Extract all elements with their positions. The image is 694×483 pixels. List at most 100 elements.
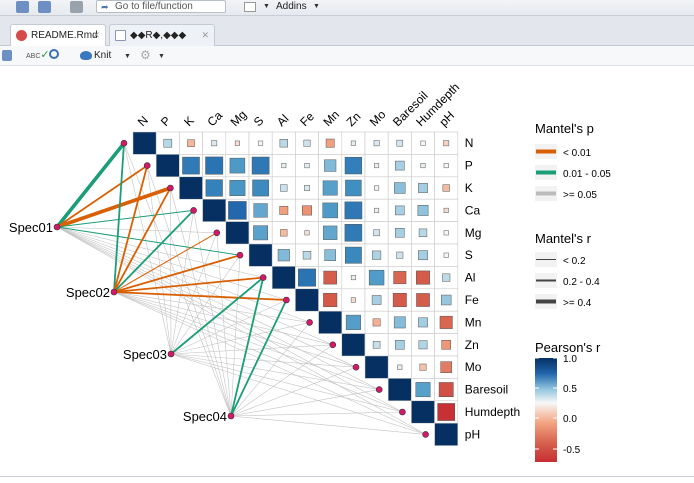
mantel-link-Spec02-N bbox=[113, 143, 125, 293]
variable-anchor-S bbox=[236, 251, 244, 259]
close-icon[interactable]: ✕ bbox=[92, 30, 100, 40]
save-icon[interactable] bbox=[2, 50, 12, 61]
heatmap-cell-K-pH bbox=[434, 176, 459, 200]
addins-menu[interactable]: Addins bbox=[276, 1, 307, 12]
mantel-link-Spec02-Ca bbox=[113, 209, 195, 293]
chevron-down-icon[interactable]: ▼ bbox=[263, 3, 270, 10]
chevron-down-icon[interactable]: ▼ bbox=[158, 53, 165, 60]
mantel-link-Spec01-Zn bbox=[56, 226, 333, 346]
heatmap-cell-P-S bbox=[248, 154, 273, 178]
tab-readme[interactable]: README.Rmd ✕ bbox=[10, 24, 106, 46]
save-all-icon[interactable] bbox=[38, 1, 51, 13]
heatmap-cell-Humdepth-Humdepth bbox=[411, 400, 435, 424]
mantel-link-Spec03-Fe bbox=[170, 299, 287, 355]
heatmap-cell-Al-Baresoil bbox=[387, 266, 412, 290]
mantel-link-Spec04-Baresoil bbox=[230, 389, 380, 417]
knit-icon[interactable] bbox=[80, 51, 92, 60]
goto-file-input[interactable]: ➦ Go to file/function bbox=[96, 0, 226, 13]
heatmap-cell-N-Mo bbox=[364, 131, 389, 155]
heatmap-cell-K-Mg bbox=[225, 176, 250, 200]
heatmap-cell-S-Al bbox=[271, 243, 296, 267]
heatmap-cell-Al-Mo bbox=[364, 266, 389, 290]
goto-placeholder: Go to file/function bbox=[115, 1, 193, 12]
variable-anchor-Al bbox=[259, 274, 267, 281]
grid-icon[interactable] bbox=[244, 2, 256, 12]
no-entry-icon bbox=[16, 30, 27, 41]
heatmap-cell-P-Fe bbox=[295, 154, 319, 178]
mantel-link-Spec04-Ca bbox=[193, 210, 232, 417]
goto-arrow-icon: ➦ bbox=[101, 2, 109, 12]
heatmap-cell-N-N bbox=[132, 131, 157, 155]
species-node-Spec03 bbox=[167, 350, 175, 358]
mantel-link-Spec01-Humdepth bbox=[56, 226, 403, 413]
mantel-link-Spec03-Mo bbox=[170, 353, 357, 368]
save-icon[interactable] bbox=[16, 1, 29, 13]
mantel-link-Spec01-Ca bbox=[56, 209, 194, 228]
legend-pearson: Pearson's r 1.0 0.5 0.0 -0.5 bbox=[535, 340, 601, 462]
heatmap-cell-N-S bbox=[248, 131, 273, 155]
heatmap-cell-Mg-S bbox=[248, 221, 273, 245]
heatmap-cell-Ca-Ca bbox=[202, 198, 227, 222]
heatmap-cell-K-K bbox=[179, 176, 203, 200]
heatmap-cell-Ca-Mn bbox=[318, 198, 343, 222]
gear-icon[interactable]: ⚙ bbox=[140, 48, 151, 62]
heatmap-cell-K-Zn bbox=[341, 176, 366, 200]
pane-divider bbox=[0, 476, 694, 477]
column-label-K: K bbox=[181, 114, 197, 130]
row-label-Mo: Mo bbox=[465, 360, 482, 374]
colorbar-tick-label: 0.0 bbox=[563, 414, 577, 425]
row-label-Ca: Ca bbox=[465, 203, 481, 217]
heatmap-cell-S-Zn bbox=[341, 243, 366, 267]
mantel-link-Spec03-K bbox=[170, 187, 172, 355]
heatmap-cell-Fe-Mn bbox=[318, 288, 343, 312]
mantel-link-Spec04-Al bbox=[230, 277, 265, 417]
heatmap-cell-Ca-Mo bbox=[364, 198, 389, 222]
heatmap-cell-Mo-Mo bbox=[364, 355, 389, 379]
spellcheck-label: ABC bbox=[26, 53, 41, 60]
heatmap-cell-K-Fe bbox=[295, 176, 319, 200]
mantel-link-Spec01-S bbox=[56, 226, 241, 256]
heatmap-cell-N-P bbox=[155, 131, 180, 155]
chevron-down-icon[interactable]: ▼ bbox=[124, 53, 131, 60]
heatmap-cell-P-Humdepth bbox=[411, 154, 435, 178]
mantel-link-Spec04-Humdepth bbox=[230, 411, 403, 417]
knit-button[interactable]: Knit bbox=[94, 50, 112, 61]
mantel-link-Spec04-Mo bbox=[230, 366, 357, 417]
print-icon[interactable] bbox=[70, 1, 83, 13]
mantel-link-Spec03-Zn bbox=[170, 344, 333, 355]
heatmap-cell-Ca-Baresoil bbox=[387, 198, 412, 222]
heatmap-cell-N-pH bbox=[434, 131, 459, 155]
heatmap-cell-Baresoil-Baresoil bbox=[387, 378, 412, 402]
heatmap-cell-Zn-Zn bbox=[341, 333, 366, 357]
heatmap-cell-N-Mn bbox=[318, 131, 343, 155]
legend-label: >= 0.05 bbox=[563, 190, 597, 201]
row-label-K: K bbox=[465, 181, 473, 195]
spellcheck-icon[interactable]: ABC✓ bbox=[26, 49, 50, 61]
row-label-Zn: Zn bbox=[465, 338, 479, 352]
heatmap-cell-Zn-pH bbox=[434, 333, 459, 357]
heatmap-cell-Ca-Fe bbox=[295, 198, 319, 222]
mantel-link-Spec03-pH bbox=[170, 353, 426, 435]
heatmap-cell-K-Mn bbox=[318, 176, 343, 200]
species-label-Spec02: Spec02 bbox=[66, 285, 110, 300]
heatmap-cell-Fe-pH bbox=[434, 288, 459, 312]
editor-tabbar: README.Rmd ✕ ◆◆R◆,◆◆◆ ✕ bbox=[0, 16, 694, 46]
column-label-Al: Al bbox=[274, 112, 291, 129]
heatmap-cell-P-Zn bbox=[341, 154, 366, 178]
heatmap-cell-S-Mn bbox=[318, 243, 343, 267]
colorbar-tick-label: -0.5 bbox=[563, 445, 581, 456]
variable-anchor-Zn bbox=[329, 341, 337, 349]
search-icon[interactable] bbox=[49, 49, 59, 59]
variable-anchor-Mo bbox=[352, 363, 360, 371]
close-icon[interactable]: ✕ bbox=[201, 30, 209, 40]
heatmap-cell-N-Ca bbox=[202, 131, 227, 155]
variable-anchor-P bbox=[143, 162, 151, 169]
heatmap-cell-S-Humdepth bbox=[411, 243, 435, 267]
chevron-down-icon[interactable]: ▼ bbox=[313, 3, 320, 10]
heatmap-cell-Fe-Zn bbox=[341, 288, 366, 312]
heatmap-cell-K-Humdepth bbox=[411, 176, 435, 200]
mantel-link-Spec04-P bbox=[146, 165, 232, 417]
colorbar bbox=[535, 358, 557, 462]
tab-untitled[interactable]: ◆◆R◆,◆◆◆ ✕ bbox=[109, 24, 215, 46]
colorbar-tick-label: 0.5 bbox=[563, 384, 577, 395]
